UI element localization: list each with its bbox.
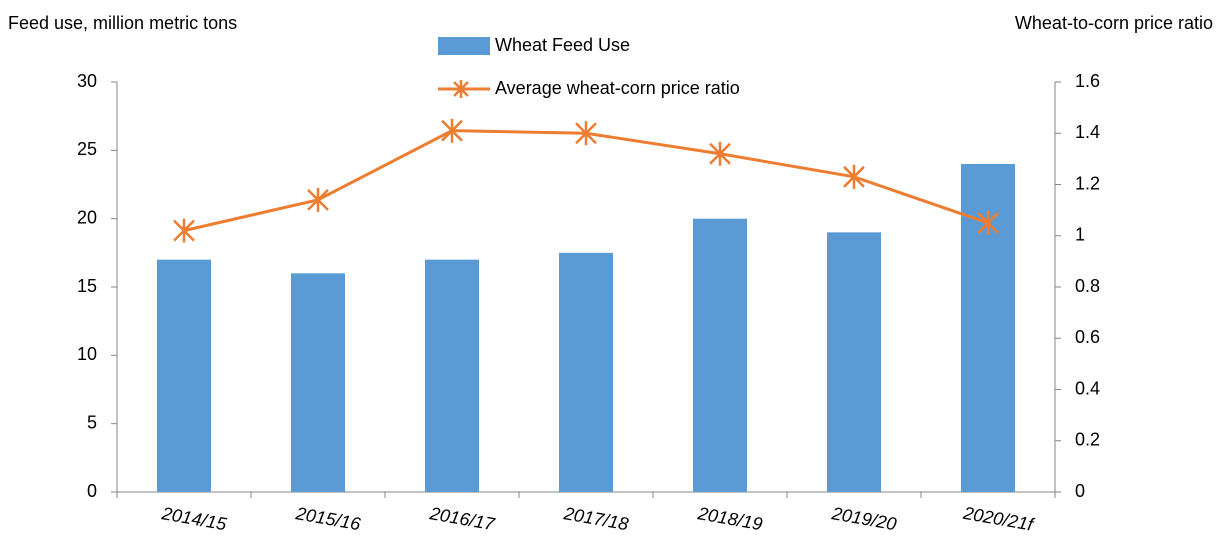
y-tick-label: 30 (77, 71, 97, 91)
y2-tick-label: 1 (1075, 225, 1085, 245)
x-tick-label: 2016/17 (427, 503, 497, 534)
y-tick-label: 25 (77, 139, 97, 159)
line-marker (843, 164, 865, 189)
y2-axis-title: Wheat-to-corn price ratio (1015, 13, 1213, 33)
legend-swatch (438, 37, 490, 55)
bar (693, 218, 747, 492)
y-tick-label: 20 (77, 207, 97, 227)
line-marker (441, 118, 463, 143)
bar (559, 252, 613, 492)
x-tick-label: 2017/18 (561, 503, 630, 534)
y2-tick-label: 0.6 (1075, 327, 1100, 347)
y2-tick-label: 0 (1075, 481, 1085, 501)
legend-label: Average wheat-corn price ratio (495, 78, 740, 98)
line (183, 129, 989, 233)
x-tick-label: 2019/20 (829, 503, 898, 534)
y2-tick-label: 0.8 (1075, 276, 1100, 296)
line-marker (709, 141, 731, 166)
bar (291, 273, 345, 492)
y-tick-label: 5 (87, 412, 97, 432)
y-tick-label: 15 (77, 276, 97, 296)
legend-label: Wheat Feed Use (495, 35, 630, 55)
y-axis-title: Feed use, million metric tons (8, 13, 237, 33)
y2-tick-label: 1.2 (1075, 173, 1100, 193)
bar (827, 232, 881, 493)
bar (157, 259, 211, 492)
y-tick-label: 0 (87, 481, 97, 501)
y2-tick-label: 0.2 (1075, 430, 1100, 450)
line-marker (173, 218, 195, 243)
y2-tick-label: 0.4 (1075, 378, 1100, 398)
x-tick-label: 2014/15 (159, 503, 229, 534)
x-tick-label: 2020/21f (961, 503, 1036, 535)
line-marker (575, 121, 597, 146)
x-tick-label: 2015/16 (293, 503, 363, 534)
y2-tick-label: 1.4 (1075, 122, 1100, 142)
bar (425, 259, 479, 492)
line-marker (307, 187, 329, 212)
legend-marker (453, 80, 469, 98)
x-tick-label: 2018/19 (695, 503, 764, 534)
line-marker (977, 210, 999, 235)
y2-tick-label: 1.6 (1075, 71, 1100, 91)
y-tick-label: 10 (77, 344, 97, 364)
